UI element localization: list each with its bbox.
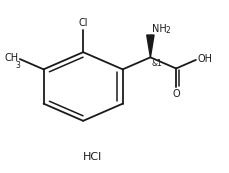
Text: 2: 2 [165, 26, 170, 35]
Text: OH: OH [196, 54, 211, 64]
Text: O: O [171, 89, 179, 99]
Text: NH: NH [152, 24, 166, 34]
Text: &1: &1 [150, 59, 161, 68]
Text: Cl: Cl [78, 19, 87, 29]
Polygon shape [146, 35, 153, 57]
Text: CH: CH [5, 53, 19, 63]
Text: 3: 3 [15, 61, 20, 70]
Text: HCl: HCl [82, 152, 101, 162]
